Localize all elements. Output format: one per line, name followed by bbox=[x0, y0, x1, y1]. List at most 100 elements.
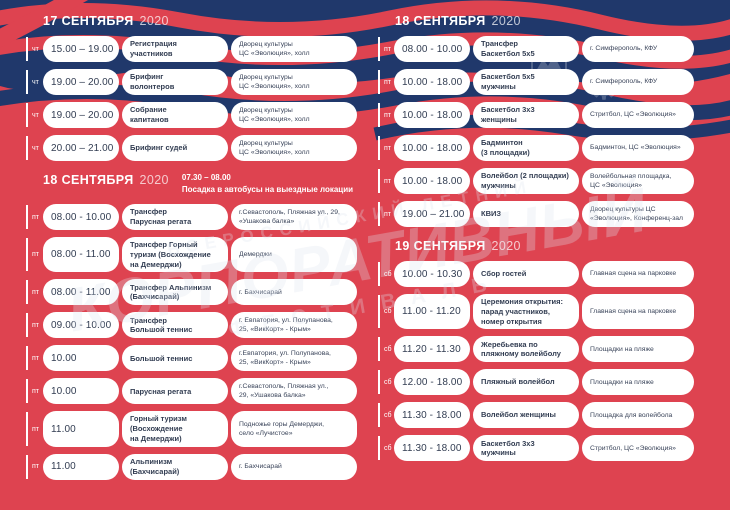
time-pill: 10.00 - 18.00 bbox=[394, 135, 470, 161]
section-year: 2020 bbox=[139, 14, 169, 28]
event-pill: Большой теннис bbox=[122, 345, 228, 372]
location-pill: Дворец культуры ЦС «Эволюция», холл bbox=[231, 36, 357, 62]
note-time: 07.30 – 08.00 bbox=[181, 173, 231, 182]
section-header: 18 СЕНТЯБРЯ 2020 bbox=[395, 14, 694, 28]
day-label: сб bbox=[378, 295, 392, 329]
boarding-note: 07.30 – 08.00 Посадка в автобусы на выезд… bbox=[182, 172, 353, 195]
day-label: пт bbox=[378, 169, 391, 193]
schedule-section: 18 СЕНТЯБРЯ 2020 пт 08.00 - 10.00 Трансфер … bbox=[378, 14, 694, 227]
section-year: 2020 bbox=[491, 14, 521, 28]
note-text: Посадка в автобусы на выездные локации bbox=[181, 184, 354, 194]
event-pill: Баскетбол 3х3 женщины bbox=[473, 102, 579, 128]
day-label: чт bbox=[26, 70, 40, 94]
event-pill: Пляжный волейбол bbox=[473, 369, 579, 396]
section-date: 18 СЕНТЯБРЯ bbox=[395, 14, 486, 28]
schedule-section: 19 СЕНТЯБРЯ 2020 сб 10.00 - 10.30 Сбор гост… bbox=[378, 239, 694, 462]
schedule-row: пт 10.00 Большой теннис г.Евпатория, ул. По… bbox=[26, 345, 357, 372]
day-label: пт bbox=[26, 346, 40, 371]
section-header: 19 СЕНТЯБРЯ 2020 bbox=[395, 239, 694, 253]
location-pill: Дворец культуры ЦС «Эволюция», холл bbox=[231, 102, 357, 128]
day-label: пт bbox=[378, 37, 391, 61]
day-label: сб bbox=[378, 337, 392, 362]
location-pill: Подножье горы Демерджи, село «Лучистое» bbox=[231, 411, 357, 447]
schedule-row: сб 10.00 - 10.30 Сбор гостей Главная сцена … bbox=[378, 261, 694, 287]
event-pill: Трансфер Альпинизм (Бахчисарай) bbox=[122, 279, 228, 306]
schedule-row: сб 11.30 - 18.00 Баскетбол 3х3 мужчины Стри… bbox=[378, 435, 694, 462]
location-pill: Дворец культуры ЦС «Эволюция», холл bbox=[231, 135, 357, 161]
event-pill: Регистрация участников bbox=[122, 36, 228, 62]
day-label: пт bbox=[26, 313, 40, 338]
time-pill: 08.00 - 11.00 bbox=[43, 237, 119, 273]
section-date: 17 СЕНТЯБРЯ bbox=[43, 14, 134, 28]
location-pill: г. Симферополь, КФУ bbox=[582, 36, 694, 62]
event-pill: Волейбол (2 площадки) мужчины bbox=[473, 168, 579, 194]
schedule-row: пт 08.00 - 11.00 Трансфер Альпинизм (Бахчи… bbox=[26, 279, 357, 306]
schedule-row: сб 11.30 - 18.00 Волейбол женщины Площадка … bbox=[378, 402, 694, 429]
day-label: сб bbox=[378, 436, 392, 461]
time-pill: 11.00 bbox=[43, 453, 119, 480]
section-title: 18 СЕНТЯБРЯ 2020 bbox=[395, 14, 521, 28]
day-label: пт bbox=[26, 379, 40, 404]
event-pill: Брифинг волонтеров bbox=[122, 69, 228, 95]
day-label: пт bbox=[26, 205, 40, 230]
schedule-row: пт 10.00 - 18.00 Баскетбол 3х3 женщины Стри… bbox=[378, 102, 694, 128]
section-date: 19 СЕНТЯБРЯ bbox=[395, 239, 486, 253]
location-pill: г. Евпатория, ул. Полупанова, 25, «ВикКо… bbox=[231, 312, 357, 339]
time-pill: 20.00 – 21.00 bbox=[43, 135, 119, 161]
schedule-row: пт 11.00 Альпинизм (Бахчисарай) г. Бахчисар… bbox=[26, 453, 357, 480]
location-pill: Стритбол, ЦС «Эволюция» bbox=[582, 102, 694, 128]
event-pill: Бадминтон (3 площадки) bbox=[473, 135, 579, 161]
section-year: 2020 bbox=[139, 173, 169, 187]
time-pill: 19.00 – 20.00 bbox=[43, 69, 119, 95]
day-label: сб bbox=[378, 403, 392, 428]
time-pill: 10.00 bbox=[43, 345, 119, 372]
location-pill: г.Севастополь, Пляжная ул., 29, «Ушакова… bbox=[231, 204, 357, 231]
day-label: сб bbox=[378, 262, 392, 286]
event-pill: Баскетбол 3х3 мужчины bbox=[473, 435, 579, 462]
day-label: чт bbox=[26, 37, 40, 61]
schedule-row: сб 11.00 - 11.20 Церемония открытия: парад… bbox=[378, 294, 694, 330]
location-pill: г. Бахчисарай bbox=[231, 453, 357, 480]
schedule-row: пт 10.00 - 18.00 Бадминтон (3 площадки) Бад… bbox=[378, 135, 694, 161]
time-pill: 11.00 bbox=[43, 411, 119, 447]
schedule-row: пт 11.00 Горный туризм (Восхождение на Дем… bbox=[26, 411, 357, 447]
location-pill: г. Бахчисарай bbox=[231, 279, 357, 306]
time-pill: 08.00 - 11.00 bbox=[43, 279, 119, 306]
location-pill: Волейбольная площадка, ЦС «Эволюция» bbox=[582, 168, 694, 194]
event-pill: Брифинг судей bbox=[122, 135, 228, 161]
time-pill: 11.30 - 18.00 bbox=[394, 435, 470, 462]
location-pill: Дворец культуры ЦС «Эволюция», холл bbox=[231, 69, 357, 95]
event-pill: Трансфер Большой теннис bbox=[122, 312, 228, 339]
day-label: пт bbox=[26, 454, 40, 479]
day-label: пт bbox=[378, 202, 391, 226]
event-pill: Волейбол женщины bbox=[473, 402, 579, 429]
location-pill: Стритбол, ЦС «Эволюция» bbox=[582, 435, 694, 462]
location-pill: г. Симферополь, КФУ bbox=[582, 69, 694, 95]
schedule-row: сб 12.00 - 18.00 Пляжный волейбол Площадки … bbox=[378, 369, 694, 396]
day-label: пт bbox=[26, 280, 40, 305]
schedule-row: пт 10.00 - 18.00 Волейбол (2 площадки) муж… bbox=[378, 168, 694, 194]
schedule-column-left: 17 СЕНТЯБРЯ 2020 чт 15.00 – 19.00 Регистрац… bbox=[26, 14, 357, 487]
time-pill: 10.00 - 18.00 bbox=[394, 168, 470, 194]
section-header: 17 СЕНТЯБРЯ 2020 bbox=[43, 14, 357, 28]
time-pill: 19.00 – 21.00 bbox=[394, 201, 470, 227]
schedule-row: чт 15.00 – 19.00 Регистрация участников Дво… bbox=[26, 36, 357, 62]
event-pill: Трансфер Горный туризм (Восхождение на Д… bbox=[122, 237, 228, 273]
schedule-row: пт 08.00 - 11.00 Трансфер Горный туризм (В… bbox=[26, 237, 357, 273]
schedule-row: чт 20.00 – 21.00 Брифинг судей Дворец культ… bbox=[26, 135, 357, 161]
time-pill: 12.00 - 18.00 bbox=[394, 369, 470, 396]
event-pill: Баскетбол 5х5 мужчины bbox=[473, 69, 579, 95]
schedule-row: пт 08.00 - 10.00 Трансфер Баскетбол 5х5 г. … bbox=[378, 36, 694, 62]
time-pill: 10.00 - 10.30 bbox=[394, 261, 470, 287]
event-pill: Церемония открытия: парад участников, но… bbox=[473, 294, 579, 330]
schedule-row: чт 19.00 – 20.00 Брифинг волонтеров Дворец … bbox=[26, 69, 357, 95]
day-label: чт bbox=[26, 136, 40, 160]
location-pill: Главная сцена на парковке bbox=[582, 294, 694, 330]
location-pill: Площадки на пляже bbox=[582, 336, 694, 363]
time-pill: 19.00 – 20.00 bbox=[43, 102, 119, 128]
time-pill: 10.00 - 18.00 bbox=[394, 102, 470, 128]
location-pill: Главная сцена на парковке bbox=[582, 261, 694, 287]
section-title: 18 СЕНТЯБРЯ 2020 bbox=[43, 173, 169, 187]
location-pill: г.Севастополь, Пляжная ул., 29, «Ушакова… bbox=[231, 378, 357, 405]
